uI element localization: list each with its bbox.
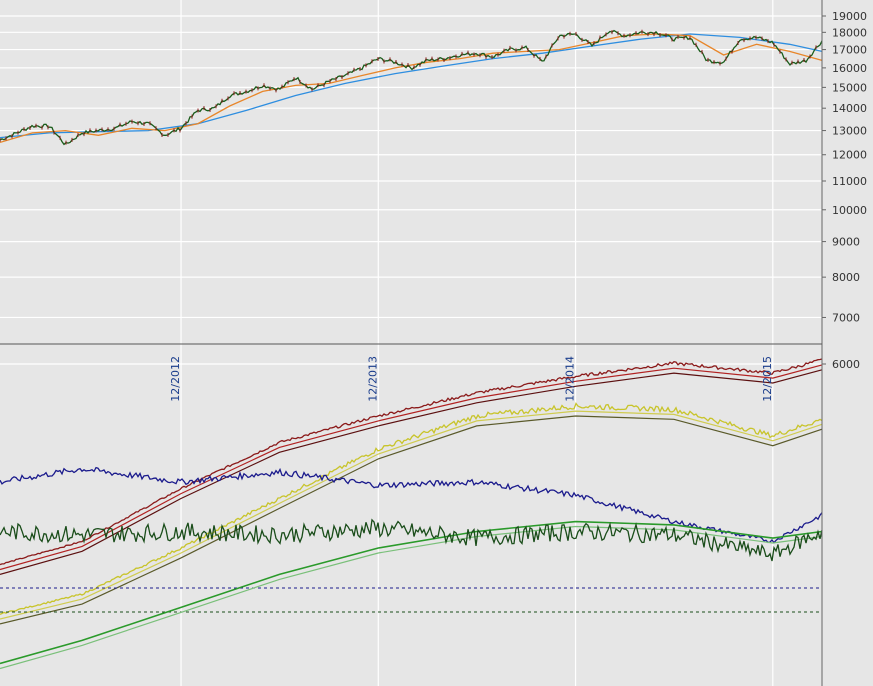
y-tick-label: 19000 [832, 10, 867, 23]
price-line [0, 29, 823, 146]
breadth-ma-line [0, 364, 823, 571]
y-tick-label: 10000 [832, 204, 867, 217]
osc-ma2-line [0, 525, 823, 670]
x-tick-label: 12/2013 [366, 356, 379, 402]
y-tick-label: 14000 [832, 102, 867, 115]
yellow-main-line [0, 402, 823, 615]
ma-slow-line [0, 33, 823, 139]
x-tick-label: 12/2015 [761, 356, 774, 402]
price-panel [0, 29, 823, 146]
y-tick-label: 12000 [832, 149, 867, 162]
y-tick-label: 15000 [832, 81, 867, 94]
y-tick-label: 13000 [832, 125, 867, 138]
breadth-main-line [0, 358, 823, 566]
lower-panel [0, 358, 823, 670]
y-tick-label: 6000 [832, 358, 860, 371]
ma-fast-line [0, 33, 823, 144]
osc-line [0, 518, 823, 562]
y-tick-label: 16000 [832, 62, 867, 75]
yellow-ma-line [0, 410, 823, 620]
y-tick-label: 17000 [832, 44, 867, 57]
breadth-ma2-line [0, 369, 823, 575]
navy-line [0, 466, 823, 544]
y-tick-label: 8000 [832, 271, 860, 284]
y-tick-label: 9000 [832, 236, 860, 249]
yellow-ma2-line [0, 415, 823, 625]
y-tick-label: 11000 [832, 175, 867, 188]
y-tick-label: 7000 [832, 311, 860, 324]
x-tick-label: 12/2012 [169, 356, 182, 402]
y-tick-label: 18000 [832, 26, 867, 39]
x-tick-label: 12/2014 [564, 356, 577, 402]
osc-ma-line [0, 520, 823, 665]
